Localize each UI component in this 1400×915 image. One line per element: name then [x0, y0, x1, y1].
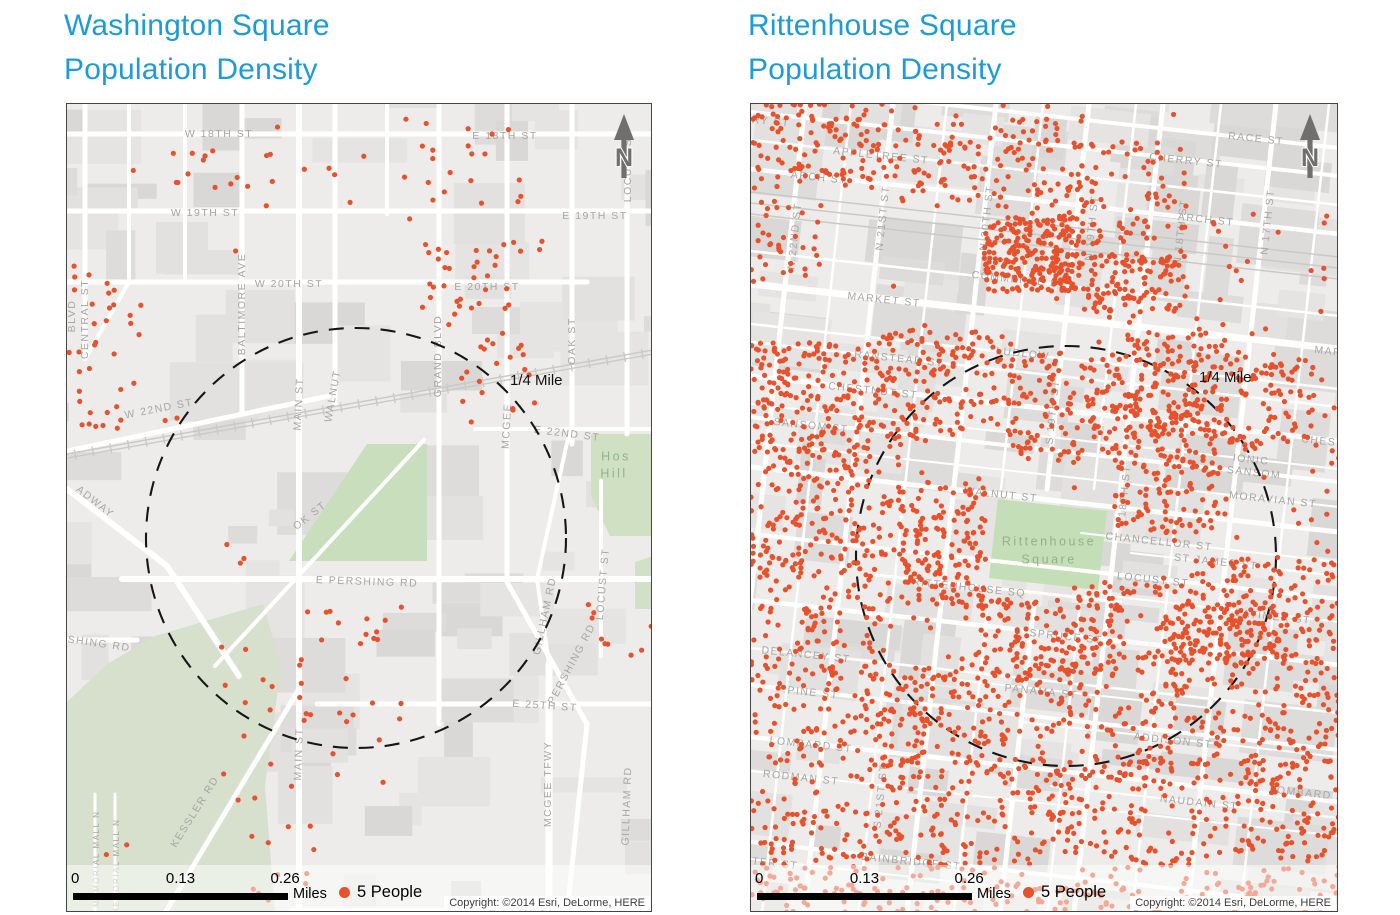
svg-text:N: N [1301, 144, 1319, 172]
right-title-line2: Population Density [748, 53, 1002, 86]
scale-tick-end: 0.26 [954, 870, 984, 887]
scale-bar: 0 0.13 0.26 Miles [755, 870, 1011, 903]
legend-label: 5 People [1041, 883, 1107, 901]
scale-tick-mid: 0.13 [165, 870, 196, 887]
legend-dot-icon [1023, 887, 1034, 898]
svg-text:N: N [615, 144, 633, 172]
scale-bar: 0 0.13 0.26 Miles [71, 870, 327, 903]
copyright-attribution: Copyright: ©2014 Esri, DeLorme, HERE [1130, 896, 1336, 910]
copyright-attribution: Copyright: ©2014 Esri, DeLorme, HERE [444, 896, 650, 910]
right-map-canvas [751, 104, 1337, 911]
north-arrow-icon: N [614, 114, 634, 178]
right-map: N 1/4 Mile 0 0.13 0.26 Miles 5 People Co… [750, 103, 1338, 912]
scale-unit-label: Miles [293, 886, 327, 902]
right-map-title: Rittenhouse Square Population Density [748, 4, 1017, 92]
right-title-line1: Rittenhouse Square [748, 9, 1017, 42]
scale-bar-rule [73, 893, 288, 900]
left-title-line2: Population Density [64, 53, 318, 86]
dot-legend: 5 People [1023, 883, 1106, 902]
legend-dot-icon [339, 887, 350, 898]
legend-label: 5 People [357, 883, 423, 901]
scale-unit-label: Miles [977, 886, 1011, 902]
left-map-title: Washington Square Population Density [64, 4, 330, 92]
scale-tick-mid: 0.13 [849, 870, 880, 887]
scale-bar-rule [757, 893, 972, 900]
scale-tick-zero: 0 [755, 870, 764, 887]
scale-tick-end: 0.26 [270, 870, 300, 887]
quarter-mile-radius-label: 1/4 Mile [1199, 369, 1252, 386]
dot-legend: 5 People [339, 883, 422, 902]
left-title-line1: Washington Square [64, 9, 330, 42]
left-map-canvas [67, 104, 651, 911]
left-map: N 1/4 Mile 0 0.13 0.26 Miles 5 People Co… [66, 103, 652, 912]
north-arrow-icon: N [1300, 114, 1320, 178]
quarter-mile-radius-label: 1/4 Mile [510, 372, 563, 389]
scale-tick-zero: 0 [71, 870, 80, 887]
